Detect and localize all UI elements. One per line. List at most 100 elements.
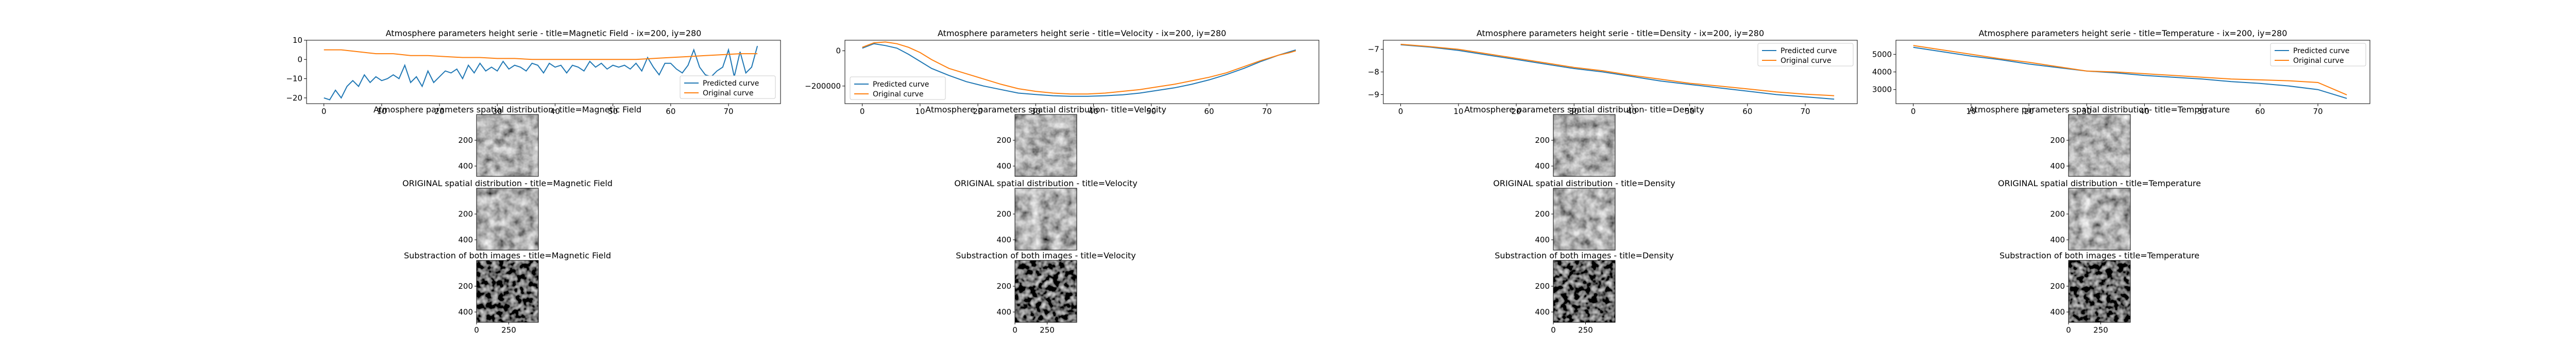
panel-temperature: Atmosphere parameters height serie - tit… (1872, 28, 2370, 335)
original-map (1015, 188, 1077, 250)
predicted-map-panel: Atmosphere parameters spatial distributi… (1464, 105, 1704, 177)
x-tick-label: 10 (1966, 107, 1976, 116)
y-tick-label: 0 (836, 46, 841, 56)
image-frame (1553, 260, 1616, 323)
image-title: Atmosphere parameters spatial distributi… (1969, 105, 2230, 114)
image-frame (2068, 260, 2131, 323)
predicted-map-panel: Atmosphere parameters spatial distributi… (1969, 105, 2230, 177)
difference-map (477, 260, 538, 322)
series-line-predicted (1913, 46, 2347, 99)
difference-map (1015, 260, 1077, 322)
line-chart-frame (844, 40, 1319, 104)
legend-label: Original curve (703, 89, 753, 97)
original-map-panel: ORIGINAL spatial distribution - title=Ve… (954, 178, 1138, 251)
difference-map (2069, 260, 2130, 322)
original-map-panel: ORIGINAL spatial distribution - title=Ma… (402, 178, 613, 251)
legend-box (850, 76, 946, 100)
y-tick-label: 10 (293, 36, 302, 45)
x-tick-label: 20 (973, 107, 983, 116)
x-tick-label: 0 (1398, 107, 1403, 116)
x-tick-label: 60 (2255, 107, 2265, 116)
x-tick-label: 0 (1911, 107, 1916, 116)
series-line-original (1400, 43, 1835, 96)
series-line-predicted (1400, 44, 1835, 100)
x-tick-label: 10 (915, 107, 925, 116)
legend-label: Predicted curve (873, 80, 929, 89)
image-frame (1014, 188, 1077, 251)
image-y-tick-label: 400 (1535, 307, 1550, 317)
image-frame (476, 188, 539, 251)
image-y-tick-label: 200 (2050, 136, 2065, 145)
image-y-tick-label: 200 (458, 136, 473, 145)
original-map (1553, 188, 1615, 250)
image-y-tick-label: 200 (1535, 209, 1550, 219)
image-y-tick-label: 200 (1535, 282, 1550, 291)
original-map (2069, 188, 2130, 250)
legend-box (2270, 43, 2366, 67)
image-y-tick-label: 400 (996, 235, 1011, 244)
series-line-predicted (324, 45, 758, 101)
image-y-tick-label: 200 (996, 282, 1011, 291)
y-tick-label: −8 (1368, 68, 1379, 77)
y-tick-label: 0 (297, 55, 302, 64)
x-tick-label: 30 (2082, 107, 2092, 116)
image-x-tick-label: 250 (1578, 325, 1593, 335)
x-tick-label: 60 (1204, 107, 1214, 116)
y-tick-label: 4000 (1872, 68, 1892, 77)
x-tick-label: 70 (723, 107, 733, 116)
series-line-original (324, 49, 758, 60)
original-map-panel: ORIGINAL spatial distribution - title=De… (1493, 178, 1675, 251)
difference-map-panel: Substraction of both images - title=Dens… (1495, 251, 1674, 335)
predicted-map-panel: Atmosphere parameters spatial distributi… (374, 105, 641, 177)
image-y-tick-label: 400 (996, 307, 1011, 317)
difference-map-panel: Substraction of both images - title=Magn… (404, 251, 611, 335)
predicted-map (1015, 114, 1077, 176)
image-title: Substraction of both images - title=Velo… (956, 251, 1136, 260)
image-x-tick-label: 0 (1012, 325, 1018, 335)
image-y-tick-label: 400 (1535, 161, 1550, 171)
line-chart-title: Atmosphere parameters height serie - tit… (1979, 28, 2287, 38)
x-tick-label: 10 (377, 107, 386, 116)
legend-label: Original curve (1781, 57, 1831, 65)
image-y-tick-label: 200 (458, 209, 473, 219)
legend-label: Predicted curve (703, 79, 759, 88)
x-tick-label: 30 (493, 107, 502, 116)
legend-label: Original curve (2293, 57, 2344, 65)
y-tick-label: 3000 (1872, 85, 1892, 94)
image-y-tick-label: 200 (2050, 282, 2065, 291)
image-title: Atmosphere parameters spatial distributi… (374, 105, 641, 114)
x-tick-label: 60 (666, 107, 675, 116)
image-y-tick-label: 400 (458, 161, 473, 171)
predicted-map-panel: Atmosphere parameters spatial distributi… (925, 105, 1166, 177)
panel-magnetic: Atmosphere parameters height serie - tit… (286, 28, 781, 335)
image-y-tick-label: 400 (2050, 235, 2065, 244)
original-map (477, 188, 538, 250)
image-frame (1014, 114, 1077, 177)
image-frame (2068, 114, 2131, 177)
legend-label: Original curve (873, 90, 923, 99)
image-y-tick-label: 400 (2050, 307, 2065, 317)
legend-label: Predicted curve (2293, 47, 2349, 55)
x-tick-label: 50 (1685, 107, 1694, 116)
image-y-tick-label: 200 (1535, 136, 1550, 145)
x-tick-label: 70 (1800, 107, 1810, 116)
image-frame (1553, 188, 1616, 251)
x-tick-label: 0 (860, 107, 865, 116)
x-tick-label: 40 (1089, 107, 1098, 116)
image-title: ORIGINAL spatial distribution - title=Ma… (402, 178, 613, 188)
predicted-map (2069, 114, 2130, 176)
series-line-original (862, 41, 1296, 95)
y-tick-label: −20 (286, 93, 302, 103)
y-tick-label: −7 (1368, 45, 1379, 54)
panel-density: Atmosphere parameters height serie - tit… (1368, 28, 1858, 335)
legend-box (680, 75, 776, 99)
original-map-panel: ORIGINAL spatial distribution - title=Te… (1998, 178, 2201, 251)
x-tick-label: 50 (1146, 107, 1156, 116)
y-tick-label: −9 (1368, 90, 1379, 99)
image-x-tick-label: 250 (501, 325, 516, 335)
image-title: Substraction of both images - title=Temp… (1999, 251, 2199, 260)
line-chart-frame (306, 40, 781, 104)
